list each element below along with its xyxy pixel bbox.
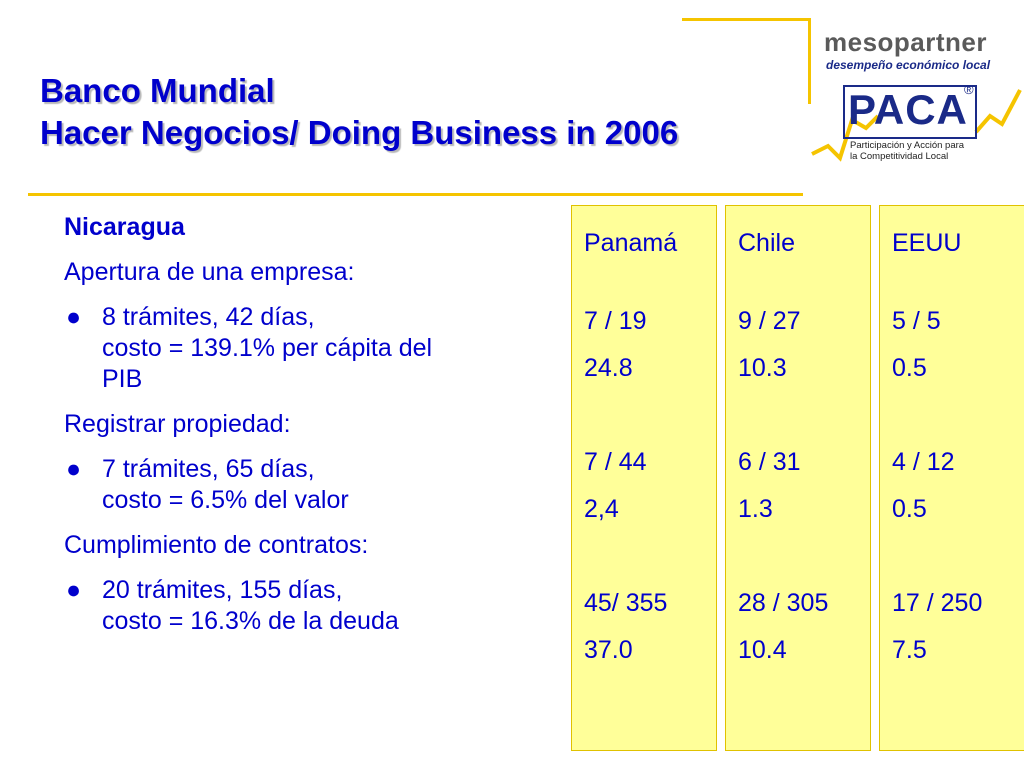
logo-subtitle-line-2: la Competitividad Local [850,151,949,162]
logo-subtitle-line-1: Participación y Acción para [850,140,965,151]
section-label-enforce-contracts: Cumplimiento de contratos: [64,531,369,559]
logo-subtitle: Participación y Acción para la Competiti… [850,140,964,162]
column-value: 17 / 250 [892,589,983,617]
bullet-line: costo = 6.5% del valor [102,486,349,514]
column-value: 1.3 [738,495,773,523]
column-value: 4 / 12 [892,448,955,476]
nicaragua-summary: Nicaragua Apertura de una empresa: ● 8 t… [64,212,564,651]
column-value: 28 / 305 [738,589,829,617]
column-country: Chile [738,229,795,257]
bullet-line: 20 trámites, 155 días, [102,576,343,604]
logo-name: mesopartner [824,27,987,57]
bullet-line: 8 trámites, 42 días, [102,303,315,331]
column-country: EEUU [892,229,962,257]
bullet-line: PIB [102,365,143,393]
bullet-line: 7 trámites, 65 días, [102,455,315,483]
column-value: 2,4 [584,495,619,523]
column-value: 45/ 355 [584,589,668,617]
bullet-dot-icon: ● [66,303,82,331]
bullet-enforce-contracts: ● 20 trámites, 155 días, costo = 16.3% d… [64,575,564,637]
comparison-column-eeuu: EEUU 5 / 5 0.5 4 / 12 0.5 17 / 250 7.5 [879,205,1024,751]
bullet-line: costo = 16.3% de la deuda [102,607,399,635]
column-value: 10.4 [738,636,787,664]
logo-brand: PACA [848,86,968,133]
logo-tagline: desempeño económico local [826,58,991,72]
column-value: 0.5 [892,354,927,382]
section-label-start-business: Apertura de una empresa: [64,258,355,286]
column-value: 0.5 [892,495,927,523]
column-value: 37.0 [584,636,633,664]
column-value: 24.8 [584,354,633,382]
column-value: 6 / 31 [738,448,801,476]
bullet-dot-icon: ● [66,576,82,604]
bullet-register-property: ● 7 trámites, 65 días, costo = 6.5% del … [64,454,564,516]
section-label-register-property: Registrar propiedad: [64,410,291,438]
title-underline [28,193,803,196]
logo-graphic-icon [811,85,1022,162]
title-line-2: Hacer Negocios/ Doing Business in 2006 [40,114,679,151]
mesopartner-paca-logo: mesopartner desempeño económico local PA… [808,20,1024,180]
column-value: 7.5 [892,636,927,664]
column-value: 10.3 [738,354,787,382]
column-country: Panamá [584,229,678,257]
country-heading: Nicaragua [64,213,185,241]
bullet-dot-icon: ● [66,455,82,483]
decor-line-vertical [808,18,811,104]
bullet-start-business: ● 8 trámites, 42 días, costo = 139.1% pe… [64,302,564,395]
slide-title: Banco Mundial Hacer Negocios/ Doing Busi… [40,70,678,154]
comparison-column-panama: Panamá 7 / 19 24.8 7 / 44 2,4 45/ 355 37… [571,205,717,751]
registered-mark: ® [964,82,974,97]
decor-line-top [682,18,810,21]
bullet-line: costo = 139.1% per cápita del [102,334,433,362]
comparison-column-chile: Chile 9 / 27 10.3 6 / 31 1.3 28 / 305 10… [725,205,871,751]
column-value: 7 / 19 [584,307,647,335]
column-value: 5 / 5 [892,307,941,335]
title-line-1: Banco Mundial [40,72,275,109]
column-value: 7 / 44 [584,448,647,476]
column-value: 9 / 27 [738,307,801,335]
